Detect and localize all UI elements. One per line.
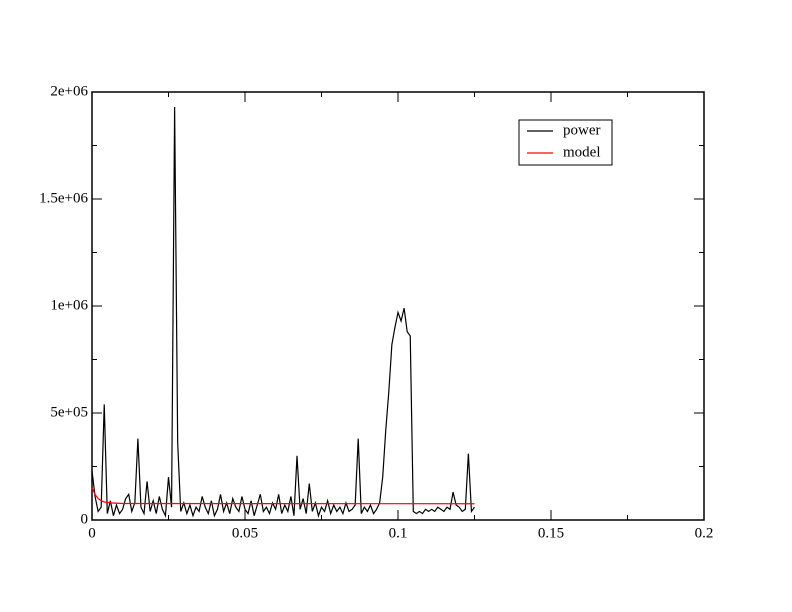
x-tick-label: 0.15 (538, 525, 564, 541)
y-tick-label: 5e+05 (50, 404, 88, 420)
series-line (91, 106, 475, 518)
x-tick-label: 0 (88, 525, 96, 541)
x-tick-label: 0.2 (695, 525, 714, 541)
series-line (91, 487, 475, 505)
y-tick-label: 2e+06 (50, 83, 88, 99)
y-tick-label: 1e+06 (50, 297, 88, 313)
legend-box (518, 119, 613, 166)
y-tick-label: 1.5e+06 (39, 190, 88, 206)
x-tick-label: 0.05 (232, 525, 258, 541)
y-tick-label: 0 (81, 511, 89, 527)
legend-label: power (563, 122, 601, 138)
x-tick-label: 0.1 (389, 525, 408, 541)
legend-label: model (563, 144, 601, 160)
